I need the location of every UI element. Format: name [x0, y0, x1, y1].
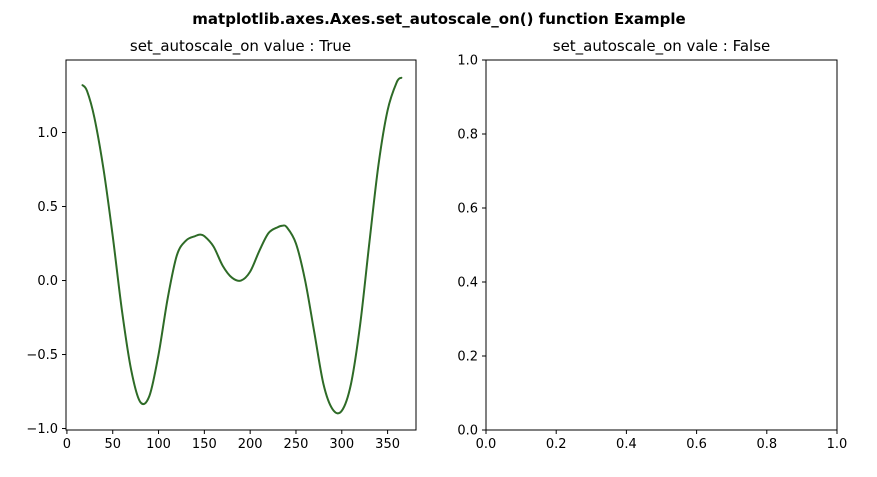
right-xtick-label: 0.8: [756, 437, 777, 452]
left-xtick-label: 50: [104, 437, 121, 452]
right-ytick-label: 0.0: [457, 424, 478, 439]
left-ytick-label: 1.0: [37, 126, 58, 141]
left-xtick-label: 100: [146, 437, 171, 452]
right-axes-frame: [485, 59, 838, 431]
left-ytick-label: 0.5: [37, 200, 58, 215]
left-xtick-label: 200: [238, 437, 263, 452]
left-axes: set_autoscale_on value : True 0 50 100 150 2…: [26, 37, 417, 452]
right-ytick-label: 0.2: [457, 350, 478, 365]
left-ytick-label: 0.0: [37, 274, 58, 289]
right-xtick-label: 0.6: [686, 437, 707, 452]
right-axes-plot: 0.0 0.2 0.4 0.6 0.8 1.0 0.0 0.2 0.4 0.6 0.8 1.0: [457, 54, 847, 453]
right-ytick-label: 0.4: [457, 276, 478, 291]
figure-suptitle: matplotlib.axes.Axes.set_autoscale_on() …: [192, 10, 685, 28]
right-xtick-label: 0.4: [616, 437, 637, 452]
right-xtick-label: 1.0: [827, 437, 848, 452]
right-axes: set_autoscale_on vale : False 0.0 0.2 0.4 0…: [457, 37, 847, 452]
left-xtick-label: 250: [284, 437, 309, 452]
right-ytick-label: 1.0: [457, 54, 478, 69]
right-xtick-label: 0.2: [546, 437, 567, 452]
left-ytick-label: −1.0: [26, 422, 58, 437]
left-axes-title: set_autoscale_on value : True: [130, 37, 351, 56]
left-axes-plot: 0 50 100 150 200 250 300 350 −1.0 −0.5 0.0 0.5 1.0: [26, 76, 403, 452]
left-ytick-label: −0.5: [26, 348, 58, 363]
left-xtick-label: 0: [63, 437, 71, 452]
left-xtick-label: 150: [192, 437, 217, 452]
right-ytick-label: 0.8: [457, 128, 478, 143]
right-xtick-label: 0.0: [476, 437, 497, 452]
left-xtick-label: 300: [329, 437, 354, 452]
right-ytick-label: 0.6: [457, 202, 478, 217]
left-axes-frame: [65, 59, 417, 431]
right-axes-title: set_autoscale_on vale : False: [553, 37, 771, 56]
left-series-line: [81, 76, 403, 415]
left-xtick-label: 350: [375, 437, 400, 452]
